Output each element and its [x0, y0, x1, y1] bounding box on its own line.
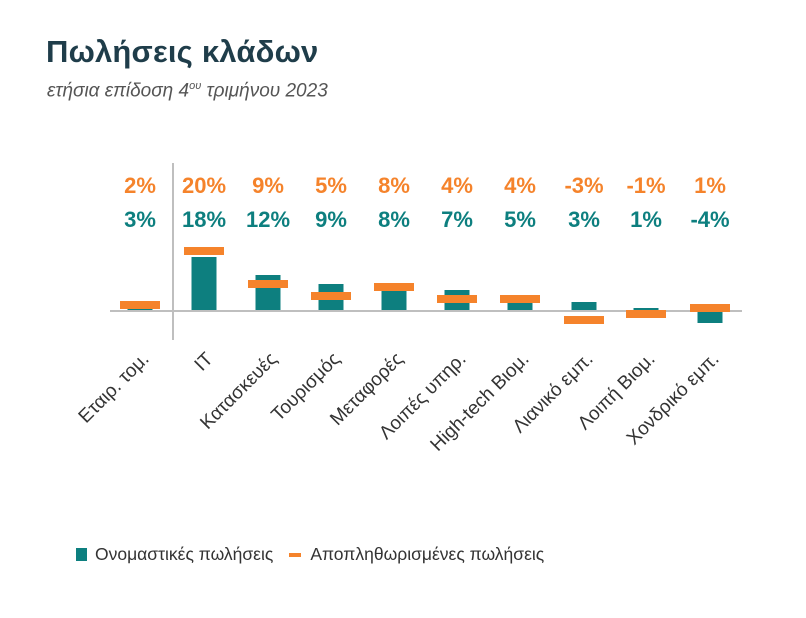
deflated-label-3: 5% — [315, 173, 347, 198]
nominal-label-1: 18% — [182, 207, 226, 232]
deflated-marker-6 — [500, 295, 540, 303]
legend-swatch-deflated — [289, 552, 302, 557]
deflated-marker-2 — [248, 280, 288, 288]
deflated-label-2: 9% — [252, 173, 284, 198]
deflated-label-4: 8% — [378, 173, 410, 198]
nominal-label-4: 8% — [378, 207, 410, 232]
deflated-label-9: 1% — [694, 173, 726, 198]
nominal-label-0: 3% — [124, 207, 156, 232]
deflated-label-1: 20% — [182, 173, 226, 198]
deflated-marker-9 — [690, 304, 730, 312]
deflated-label-7: -3% — [564, 173, 603, 198]
nominal-label-2: 12% — [246, 207, 290, 232]
deflated-marker-7 — [564, 316, 604, 324]
nominal-label-6: 5% — [504, 207, 536, 232]
legend-item-deflated: Αποπληθωρισμένες πωλήσεις — [289, 544, 544, 565]
chart-subtitle: ετήσια επίδοση 4ου τριμήνου 2023 — [47, 80, 328, 102]
nominal-label-3: 9% — [315, 207, 347, 232]
nominal-label-7: 3% — [568, 207, 600, 232]
nominal-bar-7 — [571, 302, 597, 311]
legend-label-nominal: Ονομαστικές πωλήσεις — [95, 544, 274, 564]
value-labels: 2% 3% 20% 18% 9% 12% 5% 9% 8% 8% 4% 7% 4% 5% -3% 3% -1% 1… — [124, 173, 729, 232]
nominal-label-9: -4% — [690, 207, 729, 232]
subtitle-end: τριμήνου 2023 — [201, 80, 328, 102]
chart-legend: Ονομαστικές πωλήσεις Αποπληθωρισμένες πω… — [76, 544, 560, 565]
subtitle-sup: ου — [189, 80, 202, 92]
legend-item-nominal: Ονομαστικές πωλήσεις — [76, 544, 273, 565]
subtitle-main: ετήσια επίδοση 4 — [47, 80, 190, 102]
nominal-label-5: 7% — [441, 207, 473, 232]
nominal-bar-1 — [191, 257, 217, 311]
deflated-markers — [120, 247, 730, 324]
deflated-marker-0 — [120, 301, 160, 309]
legend-swatch-nominal — [76, 548, 87, 561]
category-label-1: IT — [191, 348, 218, 375]
category-labels: Εταιρ. τομ. ITΚατασκευέςΤουρισμόςΜεταφορέ… — [75, 348, 724, 455]
deflated-marker-3 — [311, 292, 351, 300]
nominal-bar-8 — [633, 308, 659, 311]
chart-title: Πωλήσεις κλάδων — [46, 34, 319, 69]
legend-label-deflated: Αποπληθωρισμένες πωλήσεις — [310, 544, 545, 564]
deflated-marker-5 — [437, 295, 477, 303]
nominal-bar-9 — [697, 311, 723, 323]
deflated-marker-4 — [374, 283, 414, 291]
deflated-marker-1 — [184, 247, 224, 255]
deflated-label-0: 2% — [124, 173, 156, 198]
deflated-label-8: -1% — [626, 173, 665, 198]
deflated-label-5: 4% — [441, 173, 473, 198]
nominal-label-8: 1% — [630, 207, 662, 232]
category-label-0: Εταιρ. τομ. — [75, 349, 154, 428]
deflated-label-6: 4% — [504, 173, 536, 198]
deflated-marker-8 — [626, 310, 666, 318]
